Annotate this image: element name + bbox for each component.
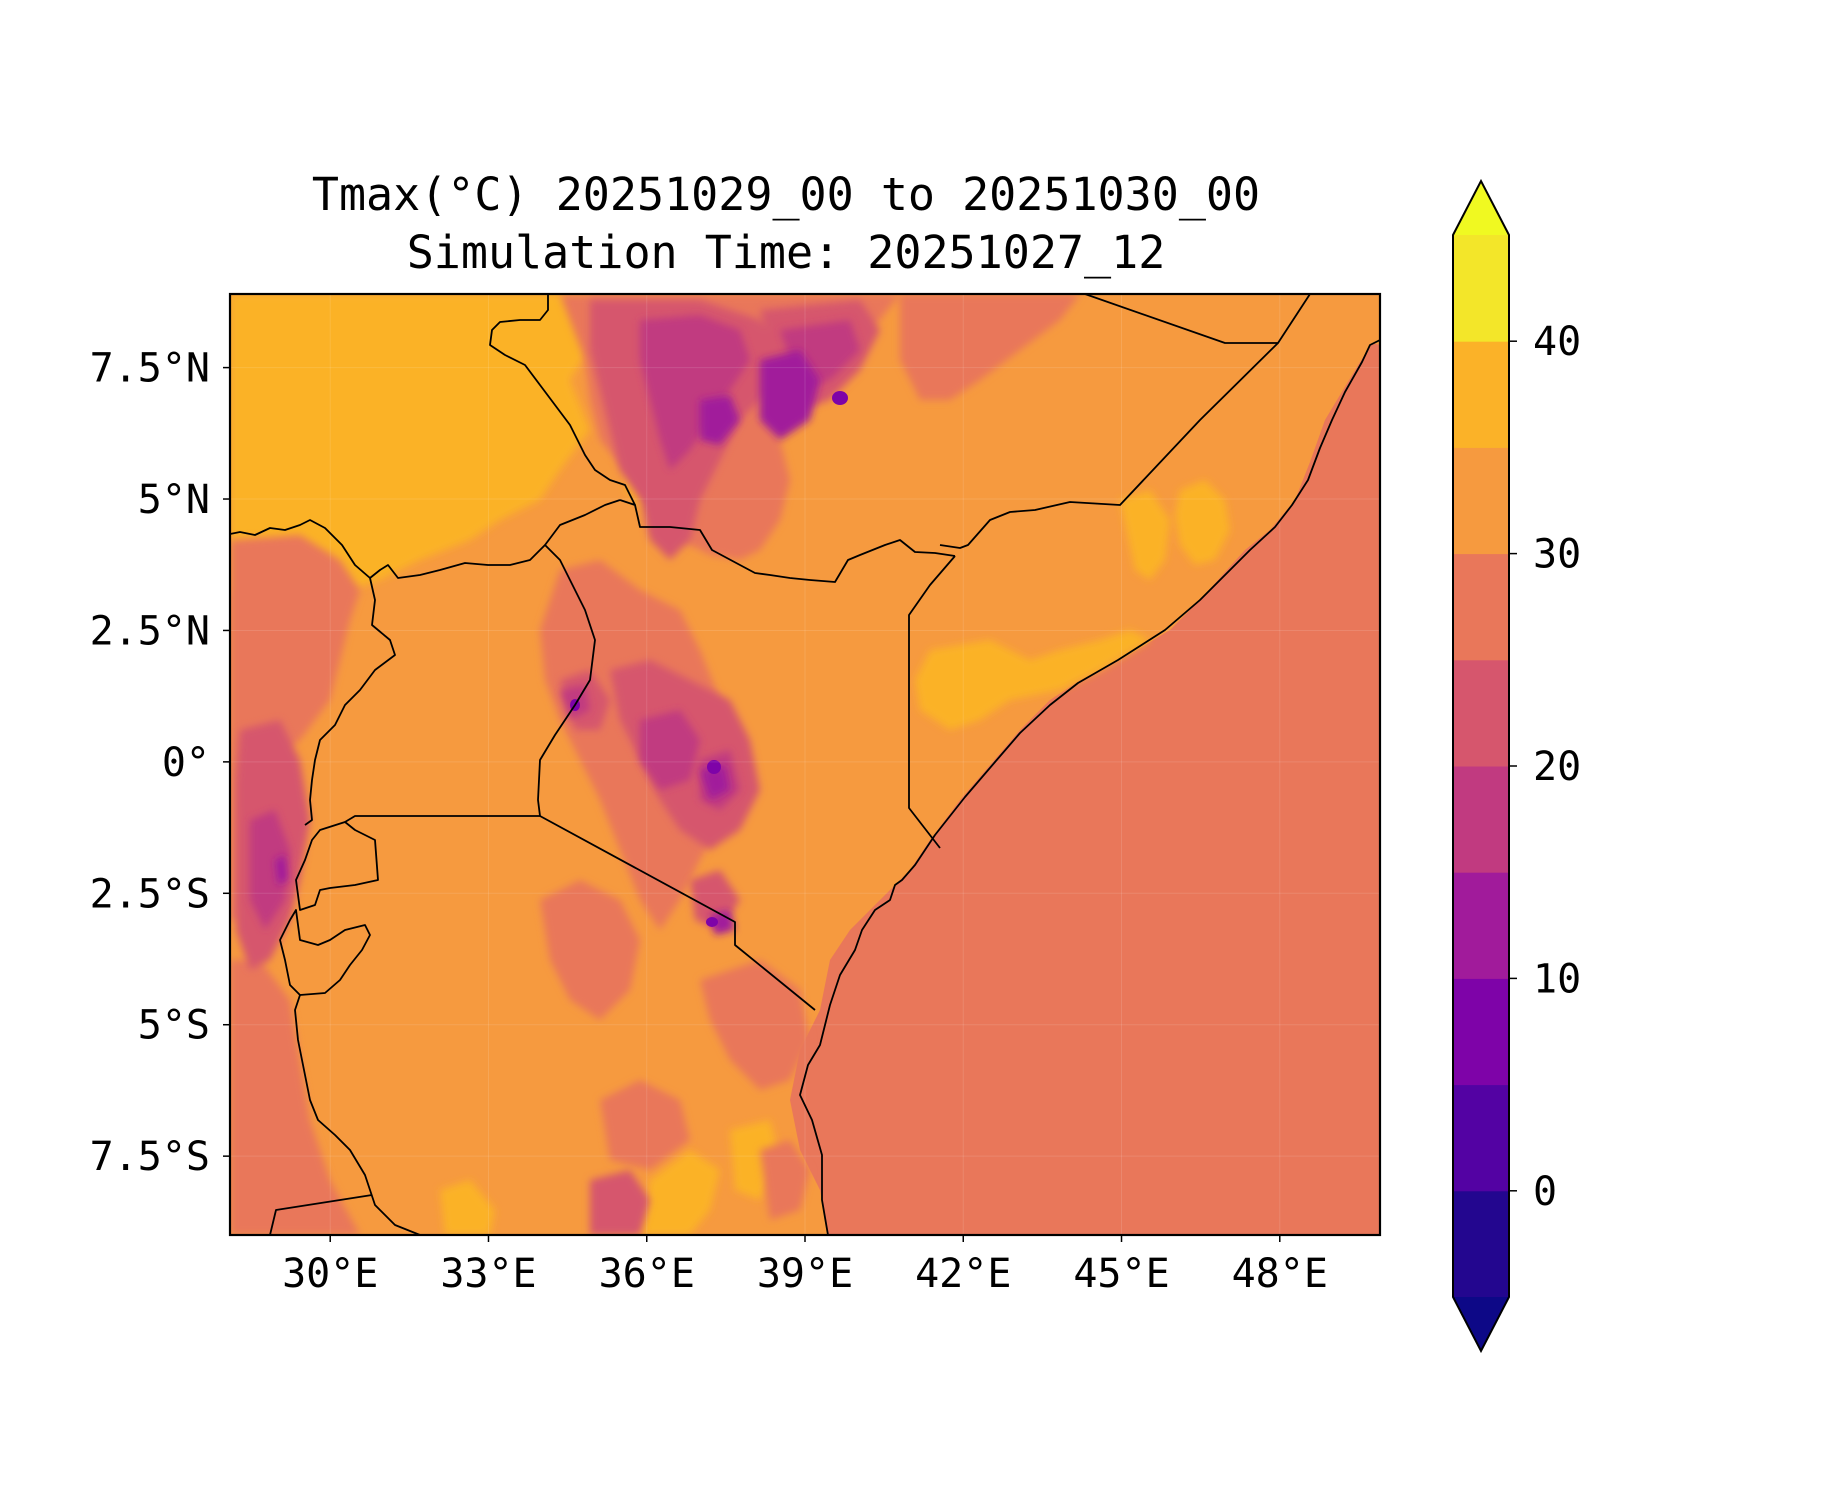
colorbar-tick-label: 20	[1533, 744, 1581, 790]
colorbar-segment	[1453, 659, 1509, 767]
x-tick-label: 45°E	[1073, 1251, 1169, 1297]
x-tick-label: 42°E	[915, 1251, 1011, 1297]
colorbar-segment	[1453, 553, 1509, 661]
figure-title-line-2: Simulation Time: 20251027_12	[407, 226, 1166, 279]
x-tick-label: 33°E	[440, 1251, 536, 1297]
border-south-sudan-ethiopia	[489, 294, 636, 506]
map-gridlines	[230, 294, 1380, 1235]
border-tanzania-drc-lake	[294, 994, 421, 1235]
colorbar-segment	[1453, 872, 1509, 979]
y-axis: 7.5°N 5°N 2.5°N 0° 2.5°S 5°S 7.5°S	[90, 346, 230, 1180]
y-tick-label: 0°	[162, 740, 210, 786]
colorbar-segment	[1453, 766, 1509, 873]
zones-10-15	[275, 350, 820, 935]
colorbar-segment	[1453, 1084, 1509, 1192]
y-tick-label: 5°S	[138, 1003, 210, 1049]
colorbar-segment	[1453, 978, 1509, 1086]
land-fill	[230, 294, 1380, 1235]
temperature-map	[230, 294, 1380, 1235]
colorbar-tick-label: 40	[1533, 319, 1581, 365]
country-borders	[230, 294, 1380, 1235]
x-tick-label: 48°E	[1232, 1251, 1328, 1297]
y-tick-label: 2.5°N	[90, 608, 210, 654]
border-uganda-drc	[304, 577, 396, 826]
border-kenya-tanzania	[539, 815, 816, 1011]
border-south-sudan-drc-car	[230, 519, 371, 579]
coastline	[799, 339, 1380, 1235]
border-uganda-south-sudan	[369, 544, 546, 579]
y-tick-label: 2.5°S	[90, 871, 210, 917]
border-kenya-uganda	[537, 499, 621, 817]
colorbar-segment	[1453, 1190, 1509, 1298]
colorbar-segment	[1453, 447, 1509, 555]
colorbar-segment	[1453, 341, 1509, 448]
y-tick-label: 7.5°S	[90, 1134, 210, 1180]
colorbar-ticks: 0 10 20 30 40	[1509, 319, 1581, 1215]
colorbar	[1452, 178, 1510, 1354]
colorbar-outline	[1452, 178, 1510, 1354]
x-tick-label: 36°E	[599, 1251, 695, 1297]
border-kenya-ethiopia	[619, 499, 956, 583]
x-tick-label: 39°E	[757, 1251, 853, 1297]
colorbar-under-triangle	[1453, 1297, 1509, 1351]
border-rwanda-burundi	[295, 821, 379, 911]
colorbar-over-triangle	[1453, 181, 1509, 235]
colorbar-segment	[1453, 235, 1509, 342]
x-axis: 30°E 33°E 36°E 39°E 42°E 45°E 48°E	[282, 1235, 1328, 1297]
figure-title-line-1: Tmax(°C) 20251029_00 to 20251030_00	[312, 168, 1260, 221]
border-uganda-tanzania	[344, 815, 540, 823]
colorbar-tick-label: 30	[1533, 532, 1581, 578]
colorbar-tick-label: 10	[1533, 956, 1581, 1002]
x-tick-label: 30°E	[282, 1251, 378, 1297]
border-kenya-somalia	[908, 555, 956, 849]
y-tick-label: 5°N	[138, 477, 210, 523]
border-somalia-ethiopia	[1084, 294, 1311, 344]
border-ethiopia-somalia-south	[939, 342, 1279, 549]
border-zambia-tanzania	[269, 1194, 373, 1235]
y-tick-label: 7.5°N	[90, 346, 210, 392]
zones-5-10	[570, 391, 848, 927]
border-burundi	[279, 909, 371, 996]
colorbar-tick-label: 0	[1533, 1169, 1557, 1215]
